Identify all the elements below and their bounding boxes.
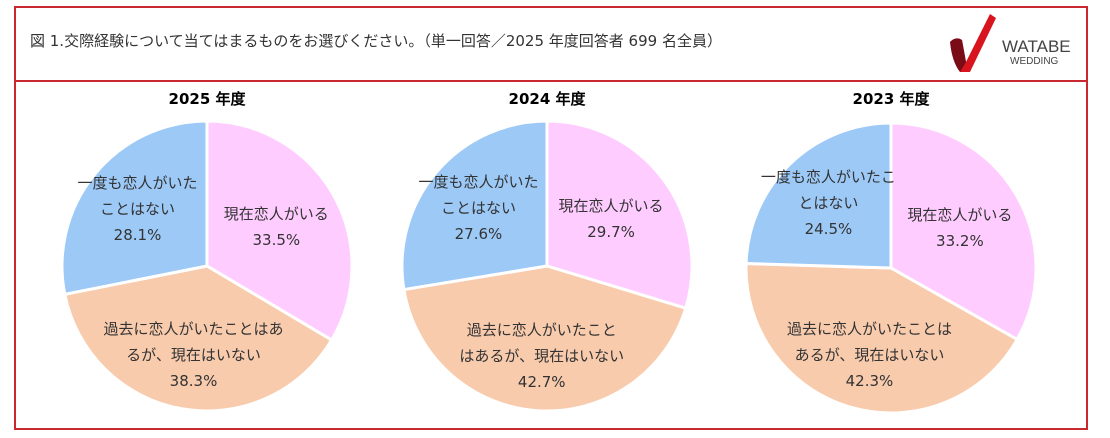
figure-title: 図 1.交際経験について当てはまるものをお選びください。（単一回答／2025 年… (30, 32, 722, 50)
pie-title: 2024 年度 (508, 90, 586, 108)
logo-text: WATABE (1002, 37, 1071, 56)
slice-label-line: 一度も恋人がいたこ (760, 168, 896, 187)
slice-label-line: 過去に恋人がいたことはあ (103, 319, 284, 338)
slice-label-line: 過去に恋人がいたことは (786, 319, 952, 338)
slice-label: 過去に恋人がいたことはあ るが、現在はいない 38.3% (104, 316, 284, 394)
pie-slice (545, 119, 694, 311)
slice-label: 過去に恋人がいたこと はあるが、現在はいない 42.7% (459, 317, 624, 395)
slice-label-line: はあるが、現在はいない (459, 346, 625, 365)
pie-slice (744, 261, 1020, 415)
slice-label-line: 現在恋人がいる (558, 196, 664, 215)
slice-value: 42.3% (845, 371, 894, 390)
pie-title: 2025 年度 (168, 90, 246, 108)
slice-label-line: 現在恋人がいる (907, 205, 1013, 224)
slice-label-line: 一度も恋人がいた (418, 172, 539, 191)
pie-slice (400, 119, 549, 292)
slice-label: 一度も恋人がいたこ とはない 24.5% (761, 164, 896, 242)
pie-slice (205, 119, 354, 343)
pie-slice (889, 121, 1038, 342)
slice-label: 現在恋人がいる 33.2% (907, 202, 1012, 254)
slice-value: 38.3% (169, 371, 218, 390)
slice-label-line: あるが、現在はいない (794, 345, 945, 364)
checkmark-logo-icon (950, 14, 996, 72)
slice-value: 24.5% (804, 220, 853, 239)
slice-label: 現在恋人がいる 33.5% (224, 201, 329, 253)
slice-label-line: 一度も恋人がいた (77, 173, 198, 192)
slice-label-line: とはない (798, 194, 859, 213)
slice-label: 一度も恋人がいた ことはない 28.1% (77, 170, 197, 248)
figure-frame: 図 1.交際経験について当てはまるものをお選びください。（単一回答／2025 年… (14, 6, 1088, 430)
slice-value: 33.2% (936, 231, 984, 250)
pie-slice (402, 264, 688, 413)
logo-subtext: WEDDING (1010, 56, 1059, 67)
pie-slice (63, 264, 334, 413)
slice-label-line: 現在恋人がいる (223, 204, 329, 223)
pie-slice (744, 121, 893, 270)
pie-title: 2023 年度 (852, 90, 930, 108)
slice-label: 一度も恋人がいた ことはない 27.6% (418, 169, 538, 247)
slice-value: 29.7% (587, 222, 635, 241)
slice-label-line: ことはない (440, 198, 516, 217)
slice-label: 過去に恋人がいたことは あるが、現在はいない 42.3% (787, 316, 952, 394)
slice-label-line: るが、現在はいない (126, 345, 261, 364)
slice-value: 28.1% (113, 225, 162, 244)
slice-value: 27.6% (454, 224, 503, 243)
watabe-wedding-logo: WATABE WEDDING (942, 12, 1072, 74)
slice-label: 現在恋人がいる 29.7% (559, 193, 664, 245)
slice-label-line: ことはない (99, 199, 176, 218)
header: 図 1.交際経験について当てはまるものをお選びください。（単一回答／2025 年… (16, 8, 1086, 82)
slice-value: 42.7% (517, 372, 566, 391)
slice-label-line: 過去に恋人がいたこと (466, 320, 617, 339)
slice-value: 33.5% (252, 230, 301, 249)
pie-slice (60, 119, 209, 297)
